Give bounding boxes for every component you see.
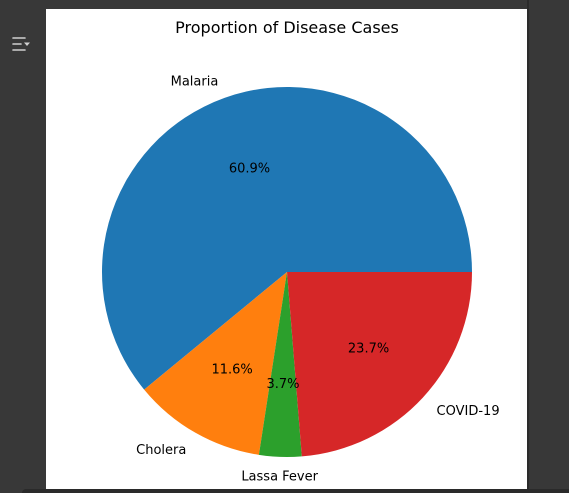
chart-title: Proportion of Disease Cases [175,18,399,37]
pie-label-lassa-fever: Lassa Fever [241,469,318,484]
pie-percent-cholera: 11.6% [211,362,252,377]
pie-label-covid-19: COVID-19 [437,404,500,419]
pie-slice-covid-19 [287,272,472,457]
sidebar-toggle-button[interactable] [8,30,36,58]
pie-label-malaria: Malaria [171,74,219,89]
right-sidebar [527,0,569,493]
panel-divider [527,0,529,493]
pie-percent-lassa-fever: 3.7% [266,377,299,392]
pie-label-cholera: Cholera [136,443,186,458]
left-sidebar [0,0,46,493]
bottom-scroll-edge [22,489,569,493]
pie-slices [102,87,472,457]
pie-slice-cholera [144,272,287,455]
pie-slice-lassa-fever [258,272,302,457]
sidebar-toggle-icon [12,37,30,51]
pie-percent-covid-19: 23.7% [348,341,389,356]
pie-slice-malaria [102,87,472,390]
pie-percent-malaria: 60.9% [229,162,270,177]
pie-labels: Malaria 60.9% Cholera 11.6% Lassa Fever 3.7% C… [136,74,499,484]
